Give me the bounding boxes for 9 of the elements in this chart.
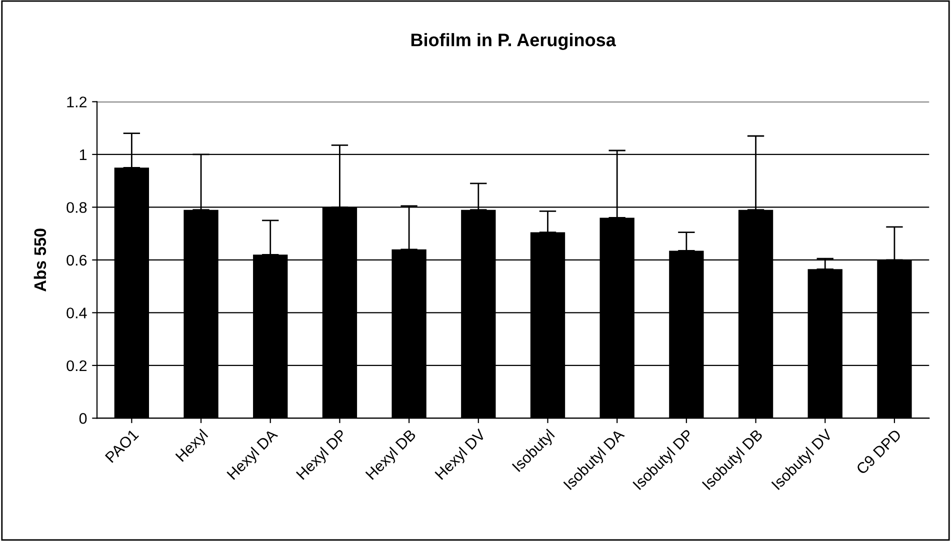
- y-tick-label: 1.2: [67, 96, 87, 108]
- y-tick-label: 1: [80, 149, 87, 160]
- y-tick-label: 0.2: [66, 360, 87, 372]
- y-tick-label: 0.8: [66, 202, 87, 213]
- y-axis-title: Abs 550: [34, 228, 46, 292]
- chart-title: Biofilm in P. Aeruginosa: [411, 33, 616, 50]
- y-tick-label: 0: [79, 413, 87, 424]
- y-tick-label: 0.4: [66, 308, 87, 318]
- y-tick-label: 0.6: [66, 254, 87, 266]
